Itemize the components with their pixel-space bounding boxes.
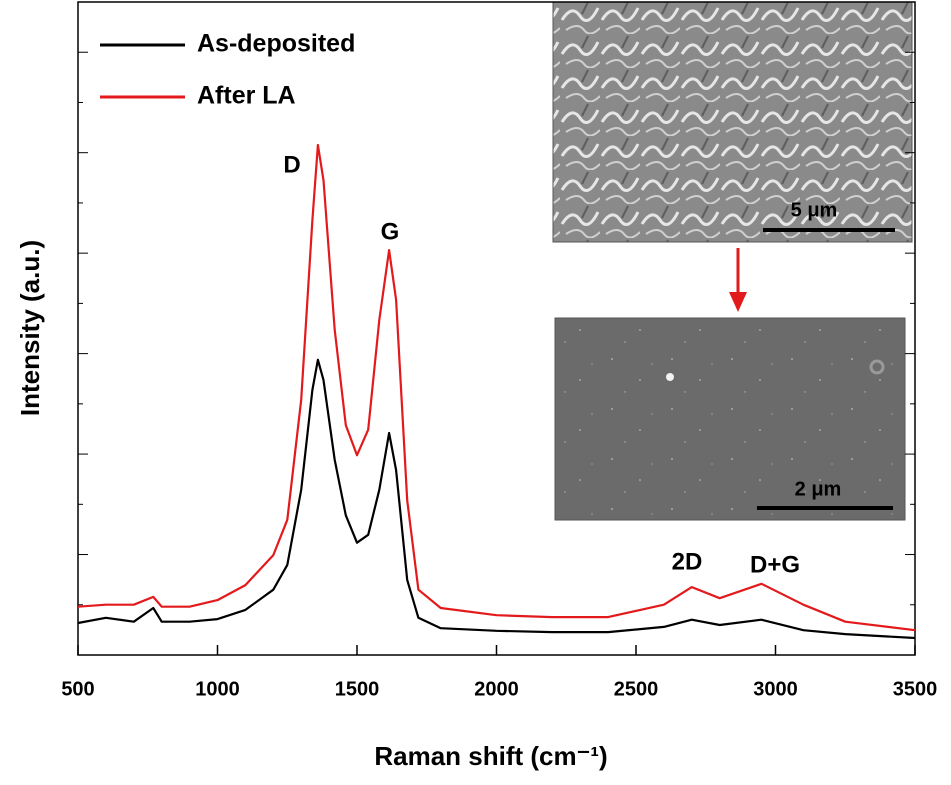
x-axis-label: Raman shift (cm⁻¹) (374, 741, 607, 771)
inset-bottom (555, 318, 905, 520)
x-tick-label: 2500 (614, 678, 659, 700)
inset-top (553, 2, 912, 242)
x-tick-label: 3500 (893, 678, 938, 700)
chart: Raman shift (cm⁻¹) Intensity (a.u.) 500 1… (0, 0, 951, 780)
arrow-head (729, 292, 747, 312)
x-tick-label: 1000 (195, 678, 240, 700)
peak-label: D+G (750, 551, 800, 578)
legend-label: As-deposited (197, 30, 355, 58)
inset-image (553, 2, 912, 242)
x-tick-label: 1500 (335, 678, 380, 700)
scale-label: 2 μm (795, 478, 842, 500)
peak-label: 2D (672, 548, 703, 575)
arrow (729, 248, 747, 312)
y-axis-label: Intensity (a.u.) (15, 240, 45, 416)
peak-label: D (283, 151, 300, 178)
scale-label: 5 μm (791, 199, 838, 221)
inset-image (555, 318, 905, 520)
particle (666, 373, 674, 381)
x-tick-label: 3000 (753, 678, 798, 700)
peak-label: G (381, 218, 400, 245)
x-tick-label: 500 (61, 678, 94, 700)
x-tick-label: 2000 (474, 678, 519, 700)
legend-label: After LA (197, 82, 296, 110)
